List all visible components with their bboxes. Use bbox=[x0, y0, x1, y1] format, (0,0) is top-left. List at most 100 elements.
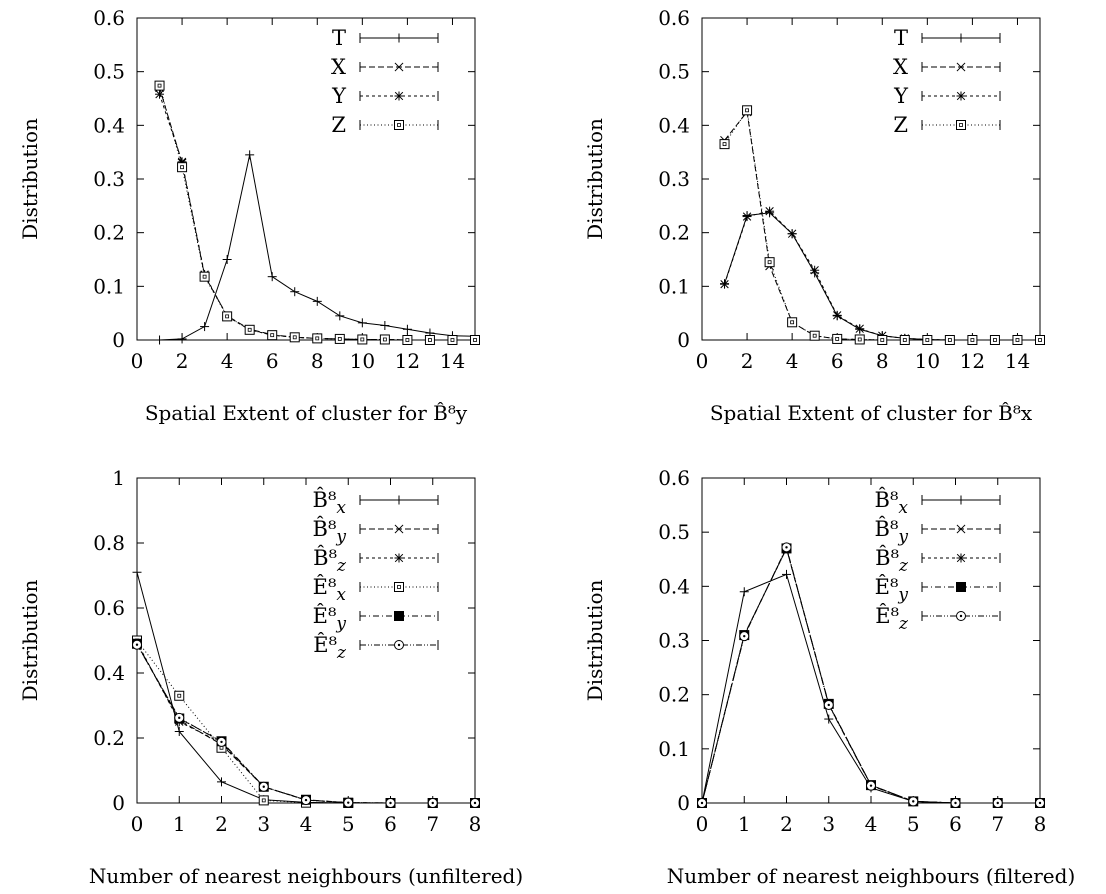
series-3 bbox=[154, 80, 480, 345]
data-point bbox=[782, 569, 791, 579]
x-tick-label: 14 bbox=[1005, 349, 1030, 373]
data-point bbox=[174, 712, 185, 723]
x-tick-label: 2 bbox=[176, 349, 189, 373]
x-tick-label: 6 bbox=[831, 349, 844, 373]
data-point bbox=[258, 781, 269, 792]
data-point bbox=[787, 317, 798, 328]
series-2 bbox=[697, 543, 1045, 808]
data-point bbox=[854, 334, 865, 345]
y-tick-label: 0.2 bbox=[658, 683, 690, 707]
legend-entry: Z bbox=[331, 113, 439, 137]
data-point bbox=[908, 796, 919, 807]
y-tick-label: 0.6 bbox=[658, 6, 690, 30]
x-tick-label: 8 bbox=[311, 349, 324, 373]
y-axis-label: Distribution bbox=[18, 118, 42, 240]
data-point bbox=[335, 311, 345, 321]
legend-marker bbox=[394, 553, 404, 563]
legend-entry: T bbox=[894, 26, 1001, 50]
legend-label: Ê⁸y bbox=[875, 575, 909, 605]
legend-entry: B̂⁸x bbox=[875, 488, 1001, 518]
data-point bbox=[222, 255, 232, 264]
y-tick-label: 0.3 bbox=[658, 629, 690, 653]
y-tick-label: 0.3 bbox=[93, 167, 125, 191]
data-point bbox=[470, 798, 480, 808]
x-tick-label: 8 bbox=[469, 812, 482, 836]
legend-entry: B̂⁸y bbox=[875, 517, 1001, 547]
data-point bbox=[742, 212, 752, 222]
series-line bbox=[724, 210, 1040, 341]
series-2 bbox=[155, 89, 480, 345]
x-tick-label: 12 bbox=[395, 349, 420, 373]
y-tick-label: 0 bbox=[112, 791, 125, 815]
legend-marker bbox=[394, 33, 404, 43]
x-tick-label: 0 bbox=[131, 349, 144, 373]
legend-marker bbox=[956, 91, 966, 101]
y-tick-label: 0.5 bbox=[658, 60, 690, 84]
legend-marker bbox=[394, 495, 404, 505]
data-point bbox=[199, 271, 210, 282]
series-line bbox=[701, 545, 1040, 804]
x-tick-label: 6 bbox=[384, 812, 397, 836]
data-point bbox=[922, 335, 933, 345]
x-tick-label: 0 bbox=[696, 349, 709, 373]
legend-entry: X bbox=[331, 55, 439, 79]
data-point bbox=[742, 105, 753, 116]
series-line bbox=[724, 212, 1040, 341]
series-line bbox=[159, 154, 476, 341]
panel-neighbours-unfiltered: 0 0.2 0.4 0.6 0.8 1 0 1 2 3 4 5 6 7 8 Distribution Numbe… bbox=[18, 466, 523, 888]
x-tick-label: 14 bbox=[440, 349, 465, 373]
data-point bbox=[222, 311, 233, 322]
x-tick-label: 10 bbox=[915, 349, 940, 373]
panel-neighbours-filtered: 0 0.1 0.2 0.3 0.4 0.5 0.6 0 1 2 3 4 5 6 7 8 Distribution… bbox=[583, 466, 1075, 888]
x-tick-label: 8 bbox=[1034, 812, 1047, 836]
data-point bbox=[334, 333, 345, 344]
legend-entry: Ê⁸y bbox=[875, 575, 1001, 605]
data-point bbox=[427, 798, 438, 808]
legend-entry: Z bbox=[893, 113, 1001, 137]
data-point bbox=[177, 162, 188, 173]
legend-marker bbox=[394, 524, 404, 534]
legend-label: Ê⁸z bbox=[875, 604, 909, 634]
x-axis-label: Number of nearest neighbours (unfiltered… bbox=[89, 864, 523, 888]
legend-label: Z bbox=[331, 113, 346, 137]
data-point bbox=[989, 335, 1000, 345]
legend-label: B̂⁸y bbox=[875, 517, 909, 547]
legend-label: X bbox=[331, 55, 346, 79]
legend-marker bbox=[956, 33, 966, 43]
legend-entry: Ê⁸z bbox=[313, 633, 439, 663]
y-tick-label: 0.3 bbox=[658, 167, 690, 191]
y-axis-label: Distribution bbox=[18, 580, 42, 702]
legend-marker bbox=[956, 495, 966, 505]
x-axis-label: Spatial Extent of cluster for B̂⁸y bbox=[145, 401, 468, 425]
y-tick-label: 0.2 bbox=[93, 221, 125, 245]
plot-frame bbox=[701, 17, 1041, 341]
legend-marker bbox=[394, 91, 404, 101]
legend-label: B̂⁸y bbox=[313, 517, 347, 547]
x-tick-label: 2 bbox=[741, 349, 754, 373]
x-tick-label: 12 bbox=[960, 349, 985, 373]
legend-entry: B̂⁸y bbox=[313, 517, 439, 547]
series-2 bbox=[132, 637, 480, 808]
x-tick-label: 5 bbox=[342, 812, 355, 836]
data-point bbox=[154, 80, 165, 91]
x-tick-label: 2 bbox=[780, 812, 793, 836]
series-0 bbox=[720, 208, 1045, 345]
data-point bbox=[720, 279, 730, 289]
x-tick-label: 7 bbox=[426, 812, 439, 836]
legend-marker bbox=[394, 611, 404, 621]
series-3 bbox=[719, 105, 1045, 345]
data-point bbox=[155, 335, 165, 345]
legend-entry: Ê⁸y bbox=[313, 604, 439, 634]
data-point bbox=[290, 287, 300, 297]
x-tick-label: 6 bbox=[266, 349, 279, 373]
x-tick-label: 4 bbox=[786, 349, 799, 373]
series-line bbox=[136, 572, 475, 804]
data-point bbox=[810, 265, 820, 275]
x-tick-label: 2 bbox=[215, 812, 228, 836]
data-point bbox=[697, 798, 707, 808]
y-tick-label: 0.1 bbox=[658, 737, 690, 761]
x-tick-label: 5 bbox=[907, 812, 920, 836]
y-tick-label: 0.2 bbox=[93, 726, 125, 750]
series-0 bbox=[132, 567, 480, 808]
